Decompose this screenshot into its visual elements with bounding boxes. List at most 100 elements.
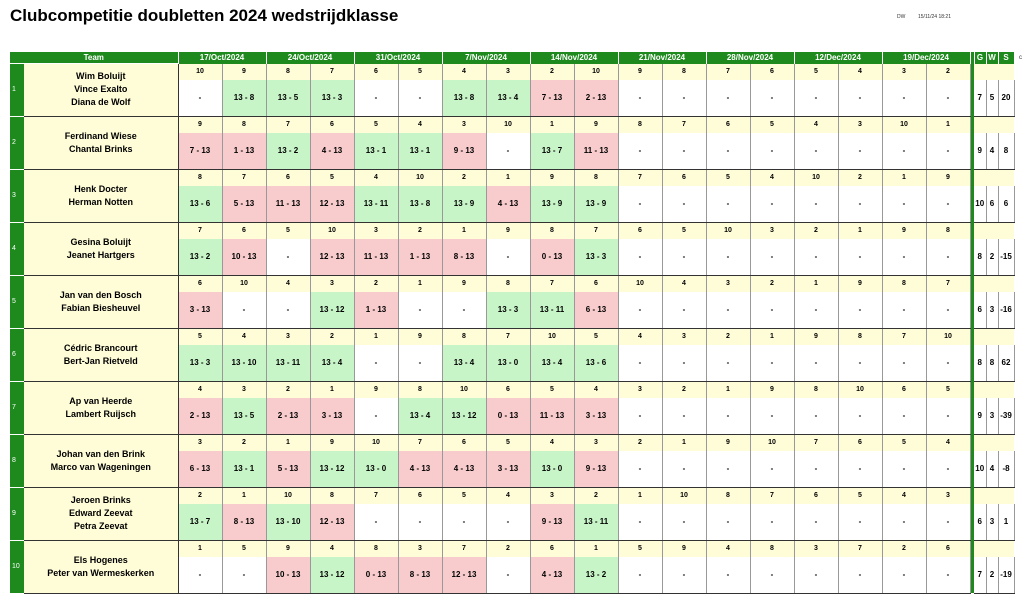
score-cell: 13 - 4: [310, 344, 355, 382]
score-cell: -: [926, 291, 971, 329]
date-header: 19/Dec/2024: [882, 52, 971, 64]
opponent-number: 9: [882, 222, 927, 239]
date-header: 12/Dec/2024: [794, 52, 883, 64]
score-cell: 13 - 10: [222, 344, 267, 382]
stat-spacer: [998, 169, 1014, 186]
player-name: Johan van den Brink: [56, 448, 146, 459]
opponent-number: 4: [574, 381, 619, 398]
opponent-number: 6: [178, 275, 223, 292]
gap-cell: [970, 169, 974, 222]
opponent-number: 2: [794, 222, 839, 239]
opponent-number: 6: [486, 381, 531, 398]
score-cell: 9 - 13: [574, 450, 619, 488]
gap-cell: [970, 116, 974, 169]
score-cell: -: [838, 132, 883, 170]
score-cell: -: [882, 503, 927, 541]
opponent-number: 9: [926, 169, 971, 186]
stat-value-g: 10: [974, 450, 987, 488]
player-name: Els Hogenes: [73, 554, 128, 565]
opponent-number: 9: [574, 116, 619, 133]
row-number: 4: [10, 221, 24, 275]
team-opponents-row: 1 Wim Boluijt Vince Exalto Diana de Wolf 10 9…: [10, 63, 1014, 117]
player-name: Ap van Heerde: [69, 395, 133, 406]
stat-header: W: [986, 52, 999, 64]
opponent-number: 1: [354, 328, 399, 345]
opponent-number: 7: [222, 169, 267, 186]
team-name-cell: Jeroen Brinks Edward Zeevat Petra Zeevat: [24, 487, 179, 541]
row-number: 7: [10, 380, 24, 434]
score-cell: -: [882, 344, 927, 382]
opponent-number: 6: [442, 434, 487, 451]
stat-spacer: [974, 63, 986, 80]
team-name-cell: Gesina Boluijt Jeanet Hartgers: [24, 222, 179, 276]
stat-value-w: 5: [986, 79, 999, 117]
opponent-number: 6: [750, 63, 795, 80]
opponent-number: 1: [838, 222, 883, 239]
score-cell: 1 - 13: [222, 132, 267, 170]
opponent-number: 1: [266, 434, 311, 451]
opponent-number: 1: [706, 381, 751, 398]
score-cell: 8 - 13: [398, 556, 443, 594]
score-cell: 13 - 3: [574, 238, 619, 276]
stat-value-g: 9: [974, 132, 987, 170]
opponent-number: 3: [530, 487, 575, 504]
score-cell: -: [178, 556, 223, 594]
opponent-number: 5: [662, 222, 707, 239]
opponent-number: 4: [486, 487, 531, 504]
opponent-number: 1: [530, 116, 575, 133]
opponent-number: 3: [222, 381, 267, 398]
score-cell: 2 - 13: [178, 397, 223, 435]
score-cell: -: [442, 503, 487, 541]
score-cell: -: [706, 238, 751, 276]
opponent-number: 5: [442, 487, 487, 504]
date-header: 24/Oct/2024: [266, 52, 355, 64]
opponent-number: 4: [882, 487, 927, 504]
score-cell: 13 - 2: [266, 132, 311, 170]
stat-value-w: 3: [986, 291, 999, 329]
score-cell: 4 - 13: [398, 450, 443, 488]
opponent-number: 4: [398, 116, 443, 133]
score-cell: 13 - 4: [398, 397, 443, 435]
opponent-number: 10: [926, 328, 971, 345]
score-cell: 13 - 12: [310, 556, 355, 594]
stat-value-s: 6: [998, 185, 1015, 223]
score-cell: 13 - 8: [222, 79, 267, 117]
opponent-number: 2: [398, 222, 443, 239]
opponent-number: 8: [882, 275, 927, 292]
score-cell: 0 - 13: [530, 238, 575, 276]
score-cell: 12 - 13: [442, 556, 487, 594]
opponent-number: 2: [178, 487, 223, 504]
score-cell: -: [794, 450, 839, 488]
score-cell: -: [750, 132, 795, 170]
score-cell: 13 - 6: [178, 185, 223, 223]
team-opponents-row: 6 Cédric Brancourt Bert-Jan Rietveld 5 4 3 2 1 9…: [10, 327, 1014, 382]
opponent-number: 4: [838, 63, 883, 80]
opponent-number: 3: [442, 116, 487, 133]
opponent-number: 1: [310, 381, 355, 398]
opponent-number: 2: [662, 381, 707, 398]
score-cell: 13 - 12: [310, 291, 355, 329]
score-cell: -: [706, 344, 751, 382]
score-cell: -: [354, 344, 399, 382]
team-name-cell: Wim Boluijt Vince Exalto Diana de Wolf: [24, 63, 179, 117]
opponent-number: 9: [178, 116, 223, 133]
opponent-number: 2: [310, 328, 355, 345]
opponent-number: 3: [178, 434, 223, 451]
score-cell: 8 - 13: [442, 238, 487, 276]
stat-spacer: [974, 116, 986, 133]
stat-spacer: [998, 434, 1014, 451]
score-cell: 12 - 13: [310, 238, 355, 276]
opponent-number: 2: [882, 540, 927, 557]
stat-spacer: [986, 487, 998, 504]
opponent-number: 9: [398, 328, 443, 345]
opponent-number: 5: [838, 487, 883, 504]
row-number: 8: [10, 433, 24, 487]
score-cell: -: [486, 503, 531, 541]
opponent-number: 6: [926, 540, 971, 557]
team-name-cell: Els Hogenes Peter van Wermeskerken: [24, 540, 179, 594]
score-cell: -: [882, 132, 927, 170]
opponent-number: 5: [926, 381, 971, 398]
score-cell: -: [882, 79, 927, 117]
